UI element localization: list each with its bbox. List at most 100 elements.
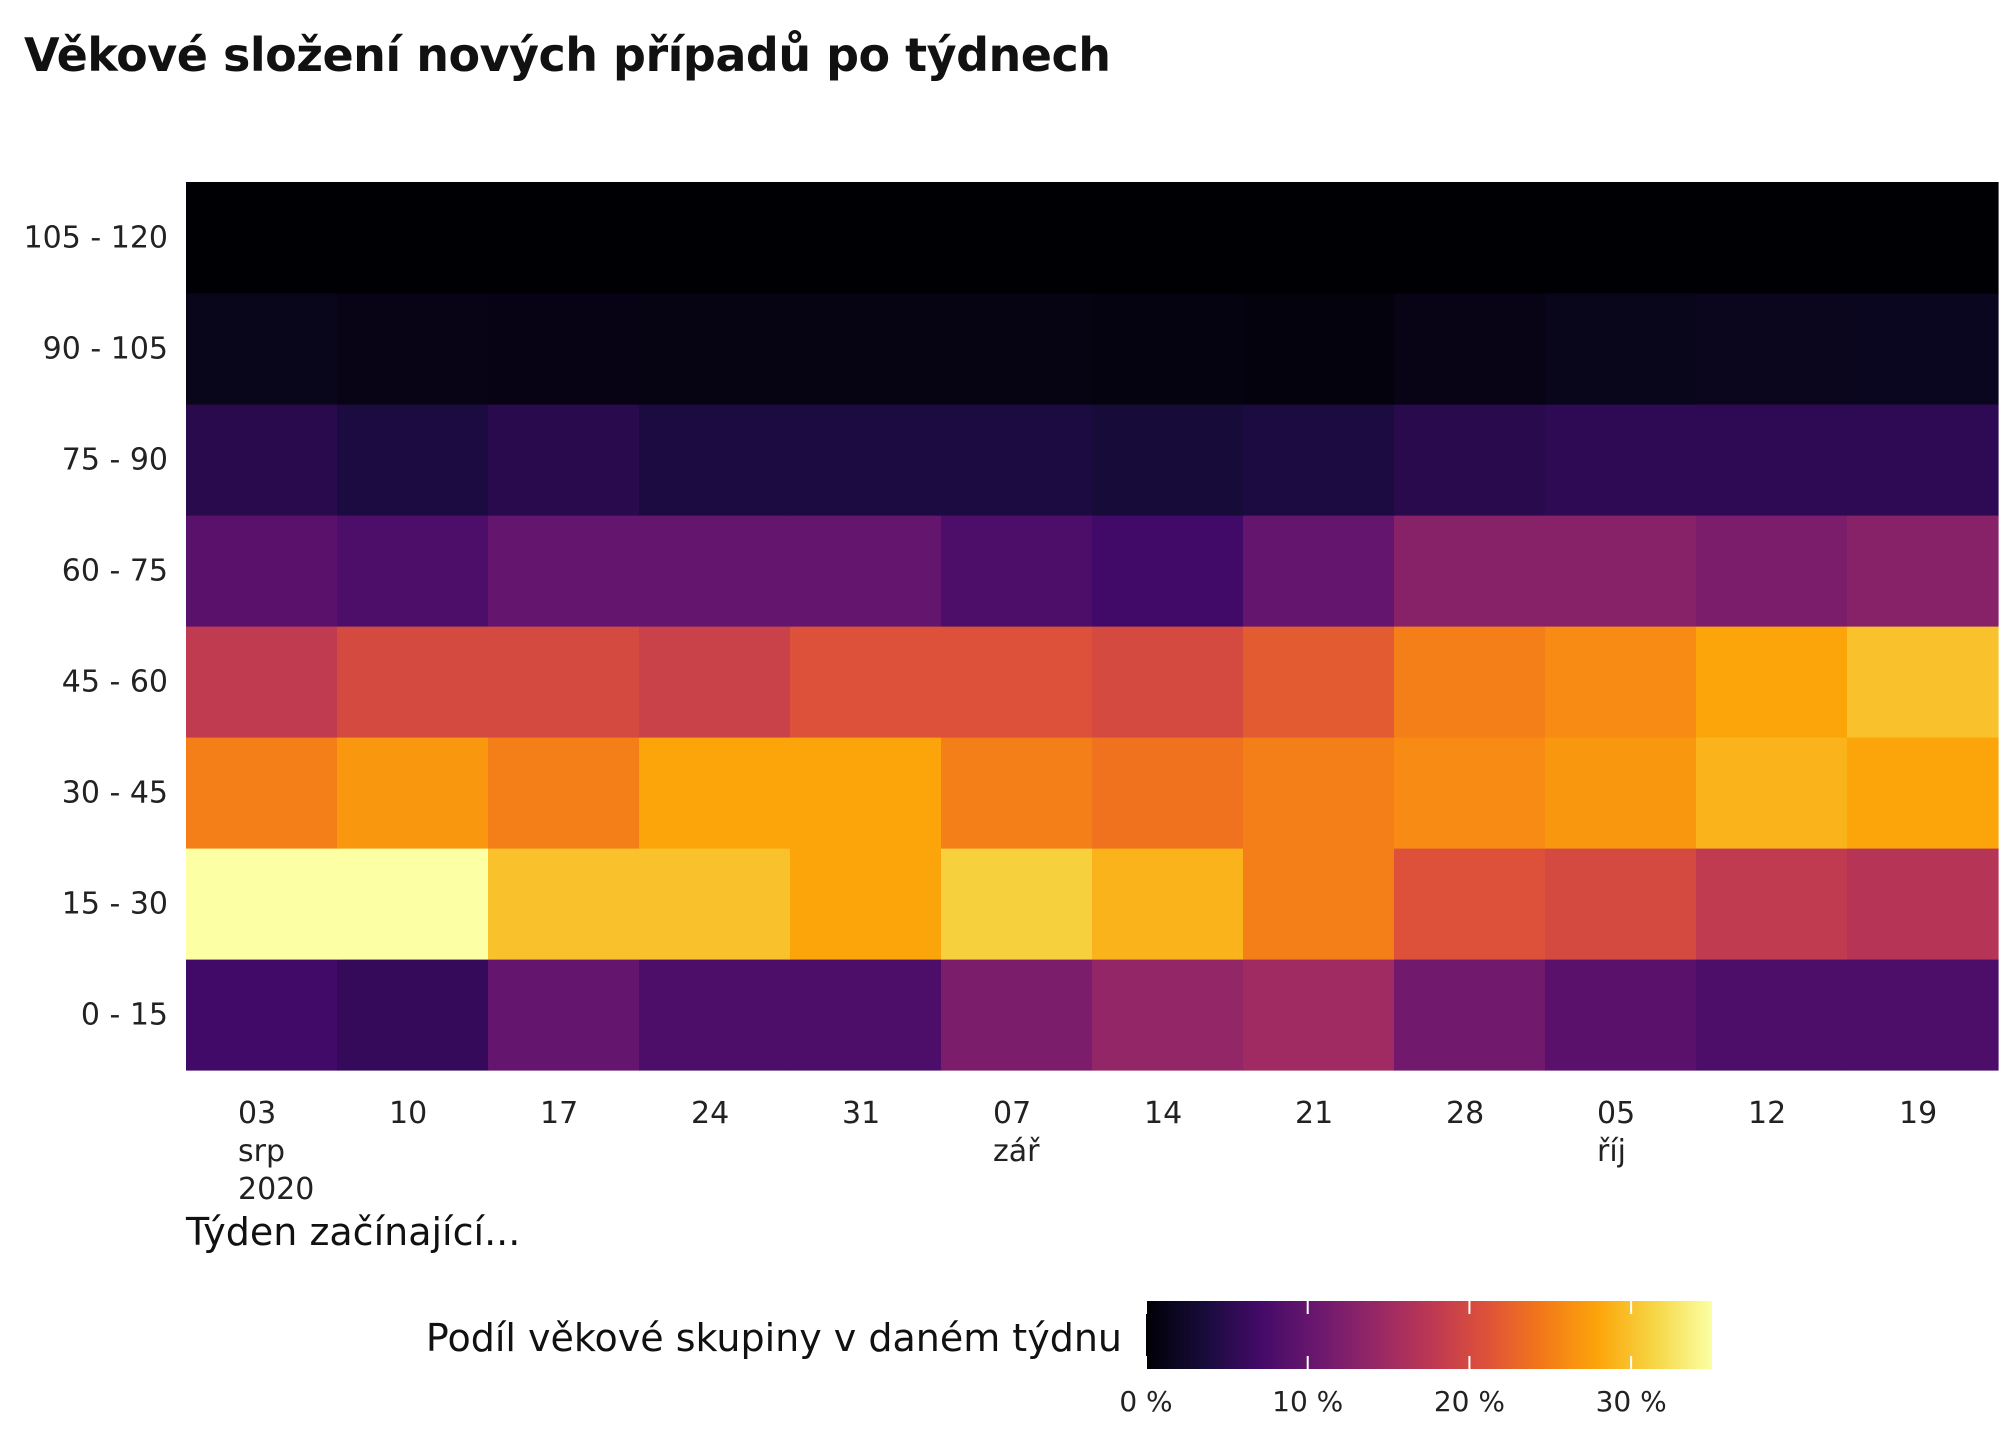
heatmap-cell bbox=[941, 626, 1093, 738]
legend-tick-label: 20 % bbox=[1434, 1385, 1505, 1418]
x-tick-label: 24 bbox=[691, 1096, 729, 1131]
heatmap-cell bbox=[1847, 737, 1999, 849]
y-tick-label: 90 - 105 bbox=[43, 332, 168, 367]
legend-tick-label: 10 % bbox=[1272, 1385, 1343, 1418]
heatmap-cell bbox=[1092, 626, 1244, 738]
heatmap-cell bbox=[337, 737, 489, 849]
heatmap-cell bbox=[790, 737, 942, 849]
y-tick-label: 105 - 120 bbox=[24, 221, 168, 256]
heatmap-cell bbox=[1696, 848, 1848, 960]
heatmap-cell bbox=[941, 737, 1093, 849]
y-tick-label: 30 - 45 bbox=[62, 776, 168, 811]
heatmap-cell bbox=[790, 293, 942, 405]
heatmap-cell bbox=[186, 626, 338, 738]
heatmap-cell bbox=[1243, 959, 1395, 1071]
heatmap-cell bbox=[941, 848, 1093, 960]
heatmap-cell bbox=[1696, 626, 1848, 738]
heatmap-cell bbox=[1394, 182, 1546, 294]
heatmap-cell bbox=[186, 848, 338, 960]
x-axis-labels: 03 srp 2020 10 17 24 31 07 zář 14 21 28 05 říj 12 19 bbox=[238, 1096, 1937, 1207]
heatmap-cell bbox=[941, 959, 1093, 1071]
legend-ticks: 0 % 10 % 20 % 30 % bbox=[1119, 1301, 1667, 1418]
heatmap-cell bbox=[639, 959, 791, 1071]
heatmap-cell bbox=[1545, 848, 1697, 960]
heatmap-cell bbox=[1092, 515, 1244, 627]
heatmap-cell bbox=[488, 848, 640, 960]
x-axis-title: Týden začínající... bbox=[185, 1210, 520, 1254]
x-tick-label: 10 bbox=[389, 1096, 427, 1131]
heatmap-cell bbox=[186, 515, 338, 627]
heatmap-cell bbox=[790, 848, 942, 960]
x-tick-label: 17 bbox=[540, 1096, 578, 1131]
heatmap-cell bbox=[1545, 626, 1697, 738]
heatmap-cell bbox=[337, 293, 489, 405]
heatmap-cell bbox=[1545, 959, 1697, 1071]
heatmap-cell bbox=[1696, 404, 1848, 516]
heatmap-cell bbox=[1394, 959, 1546, 1071]
legend-tick-label: 30 % bbox=[1596, 1385, 1667, 1418]
heatmap-cell bbox=[1545, 182, 1697, 294]
heatmap-cell bbox=[337, 404, 489, 516]
heatmap-cell bbox=[1092, 737, 1244, 849]
heatmap-cell bbox=[941, 404, 1093, 516]
heatmap-cell bbox=[1696, 293, 1848, 405]
heatmap-cell bbox=[1092, 959, 1244, 1071]
heatmap-cell bbox=[337, 848, 489, 960]
heatmap-cell bbox=[1243, 737, 1395, 849]
y-tick-label: 0 - 15 bbox=[81, 998, 168, 1033]
heatmap-cell bbox=[1847, 626, 1999, 738]
heatmap-cell bbox=[941, 515, 1093, 627]
x-tick-label: 05 říj bbox=[1597, 1096, 1635, 1169]
heatmap-cell bbox=[639, 404, 791, 516]
heatmap-cell bbox=[639, 515, 791, 627]
heatmap-cell bbox=[488, 293, 640, 405]
heatmap-cell bbox=[790, 182, 942, 294]
x-tick-label: 21 bbox=[1295, 1096, 1333, 1131]
heatmap-cell bbox=[1092, 404, 1244, 516]
heatmap-cell bbox=[1847, 848, 1999, 960]
heatmap-cell bbox=[1696, 515, 1848, 627]
heatmap-cell bbox=[1394, 404, 1546, 516]
heatmap-cell bbox=[1696, 959, 1848, 1071]
chart-title: Věkové složení nových případů po týdnech bbox=[24, 28, 1111, 82]
heatmap-cells bbox=[186, 182, 1999, 1071]
y-tick-label: 45 - 60 bbox=[62, 665, 168, 700]
heatmap-cell bbox=[639, 737, 791, 849]
heatmap-cell bbox=[1092, 848, 1244, 960]
heatmap-cell bbox=[337, 626, 489, 738]
heatmap-cell bbox=[1847, 182, 1999, 294]
legend-title: Podíl věkové skupiny v daném týdnu bbox=[426, 1316, 1122, 1360]
heatmap-cell bbox=[941, 293, 1093, 405]
x-tick-label: 12 bbox=[1748, 1096, 1786, 1131]
heatmap-cell bbox=[186, 182, 338, 294]
heatmap-cell bbox=[790, 959, 942, 1071]
y-tick-label: 15 - 30 bbox=[62, 887, 168, 922]
heatmap-cell bbox=[1545, 293, 1697, 405]
heatmap-cell bbox=[1243, 626, 1395, 738]
heatmap-cell bbox=[186, 959, 338, 1071]
heatmap-cell bbox=[1092, 182, 1244, 294]
heatmap-cell bbox=[941, 182, 1093, 294]
heatmap-cell bbox=[1243, 848, 1395, 960]
y-tick-label: 75 - 90 bbox=[62, 443, 168, 478]
heatmap-cell bbox=[488, 182, 640, 294]
x-tick-label: 03 srp 2020 bbox=[238, 1096, 314, 1207]
legend-tick-label: 0 % bbox=[1119, 1385, 1172, 1418]
heatmap-cell bbox=[1696, 737, 1848, 849]
heatmap-cell bbox=[1243, 404, 1395, 516]
heatmap-cell bbox=[639, 293, 791, 405]
heatmap-cell bbox=[1545, 737, 1697, 849]
heatmap-cell bbox=[337, 182, 489, 294]
x-tick-label: 31 bbox=[842, 1096, 880, 1131]
heatmap-cell bbox=[639, 626, 791, 738]
y-tick-label: 60 - 75 bbox=[62, 554, 168, 589]
heatmap-cell bbox=[1243, 515, 1395, 627]
heatmap-cell bbox=[1394, 515, 1546, 627]
heatmap-cell bbox=[1545, 404, 1697, 516]
x-tick-label: 28 bbox=[1446, 1096, 1484, 1131]
heatmap-cell bbox=[1847, 515, 1999, 627]
heatmap-cell bbox=[1243, 182, 1395, 294]
heatmap-cell bbox=[1243, 293, 1395, 405]
heatmap-cell bbox=[337, 959, 489, 1071]
